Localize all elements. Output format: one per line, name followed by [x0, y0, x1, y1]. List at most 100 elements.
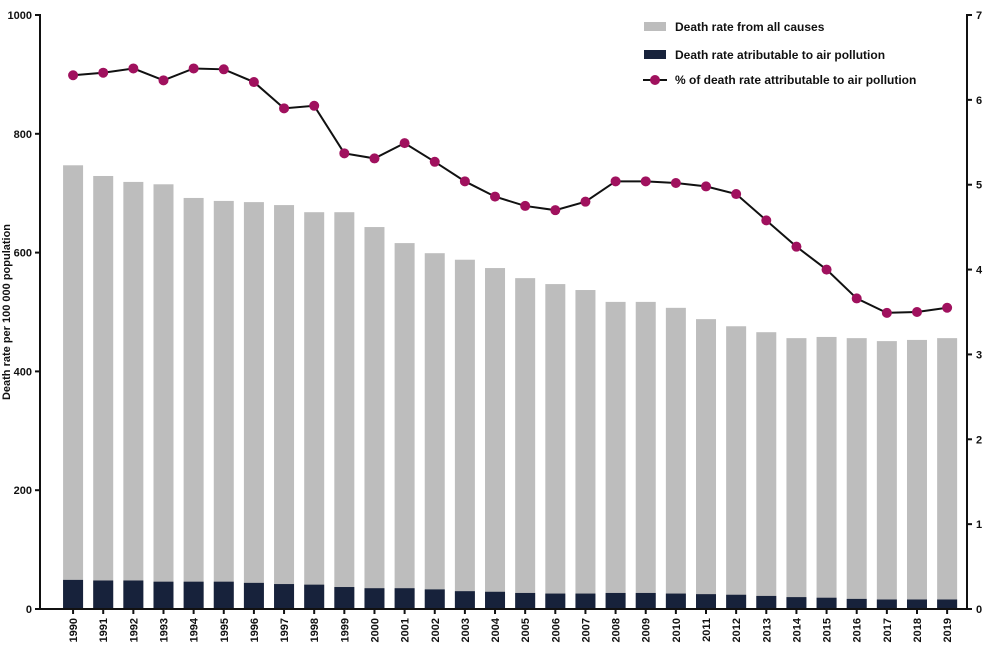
x-tick-label: 1997: [279, 618, 291, 642]
x-tick-label: 2016: [852, 618, 864, 642]
bar-all-causes: [243, 202, 264, 610]
bar-air-pollution: [123, 580, 144, 609]
bar-air-pollution: [786, 597, 807, 609]
bar-all-causes: [786, 338, 807, 609]
y-tick-label: 400: [14, 366, 32, 378]
bar-air-pollution: [937, 599, 958, 609]
bar-all-causes: [906, 339, 927, 609]
percent-point: [188, 63, 199, 74]
bar-air-pollution: [816, 597, 837, 609]
bar-all-causes: [937, 338, 958, 609]
percent-point: [911, 307, 922, 317]
percent-point: [339, 148, 350, 159]
percent-point: [731, 189, 742, 200]
bar-all-causes: [756, 332, 777, 609]
x-tick-label: 2004: [490, 617, 502, 642]
x-tick-label: 2012: [731, 618, 743, 642]
bar-all-causes: [334, 212, 355, 609]
y-tick-label: 1000: [8, 10, 32, 22]
bar-air-pollution: [575, 593, 596, 609]
x-tick-label: 2006: [550, 618, 562, 642]
percent-point: [68, 70, 79, 81]
bar-all-causes: [424, 253, 445, 609]
legend-label-all-causes: Death rate from all causes: [675, 20, 825, 34]
bar-air-pollution: [93, 580, 114, 609]
bar-all-causes: [93, 175, 114, 609]
bar-air-pollution: [454, 591, 475, 609]
percent-point: [399, 138, 410, 149]
percent-point: [369, 153, 380, 164]
bar-all-causes: [726, 326, 747, 609]
bar-all-causes: [846, 338, 867, 609]
x-tick-label: 1991: [98, 618, 110, 642]
percent-point: [550, 205, 561, 216]
x-tick-label: 2013: [761, 618, 773, 642]
bar-all-causes: [123, 181, 144, 609]
y-tick-label: 0: [26, 604, 32, 616]
bar-air-pollution: [876, 599, 897, 609]
bar-air-pollution: [545, 593, 566, 609]
percent-point: [701, 181, 712, 192]
x-tick-label: 2017: [882, 618, 894, 642]
x-tick-label: 2008: [611, 618, 623, 642]
bar-all-causes: [274, 205, 295, 609]
bar-air-pollution: [153, 581, 174, 609]
percent-point: [158, 75, 169, 86]
bar-air-pollution: [63, 579, 84, 609]
bar-air-pollution: [635, 592, 656, 609]
bar-air-pollution: [213, 581, 234, 609]
bar-all-causes: [605, 301, 626, 609]
bar-all-causes: [635, 301, 656, 609]
bar-all-causes: [665, 307, 686, 609]
bar-all-causes: [515, 278, 536, 609]
bar-air-pollution: [665, 593, 686, 609]
x-tick-label: 2009: [641, 618, 653, 642]
x-tick-label: 1990: [68, 618, 80, 642]
x-tick-label: 2015: [822, 618, 834, 642]
bar-all-causes: [696, 319, 717, 609]
percent-point: [429, 156, 440, 167]
x-tick-label: 1996: [249, 618, 261, 642]
y-axis-label: Death rate per 100 000 population: [1, 224, 13, 400]
bar-all-causes: [153, 184, 174, 610]
bar-all-causes: [575, 290, 596, 609]
x-tick-label: 2019: [942, 618, 954, 642]
legend-swatch-air-pollution: [644, 50, 666, 59]
y2-tick-label: 5: [976, 180, 982, 192]
bar-all-causes: [304, 212, 325, 609]
x-tick-label: 2014: [791, 617, 803, 642]
x-tick-label: 2003: [460, 618, 472, 642]
x-tick-label: 1994: [189, 617, 201, 642]
bar-air-pollution: [424, 589, 445, 609]
percent-point: [309, 100, 320, 111]
y2-tick-label: 1: [976, 519, 982, 531]
x-tick-label: 1992: [128, 618, 140, 642]
x-tick-label: 2005: [520, 618, 532, 642]
x-tick-label: 1995: [219, 618, 231, 642]
y2-tick-label: 0: [976, 604, 982, 616]
legend-label-percent: % of death rate attributable to air poll…: [675, 73, 916, 87]
x-tick-label: 2007: [580, 618, 592, 642]
x-tick-label: 1993: [158, 618, 170, 642]
bar-all-causes: [876, 341, 897, 609]
bar-air-pollution: [243, 582, 264, 609]
percent-point: [640, 176, 651, 187]
percent-point: [490, 191, 501, 202]
bar-air-pollution: [394, 588, 415, 609]
bar-all-causes: [183, 197, 204, 609]
percent-point: [580, 196, 591, 207]
legend-swatch-all-causes: [644, 22, 666, 31]
bar-all-causes: [816, 336, 837, 609]
bar-all-causes: [63, 165, 84, 610]
percent-point: [128, 63, 139, 74]
percent-point: [459, 176, 470, 187]
percent-point: [610, 176, 621, 187]
bar-all-causes: [545, 284, 566, 609]
bar-air-pollution: [183, 581, 204, 609]
bar-air-pollution: [906, 599, 927, 609]
x-tick-label: 2018: [912, 618, 924, 642]
percent-point: [279, 103, 290, 114]
bar-air-pollution: [696, 594, 717, 609]
percent-point: [942, 302, 953, 313]
